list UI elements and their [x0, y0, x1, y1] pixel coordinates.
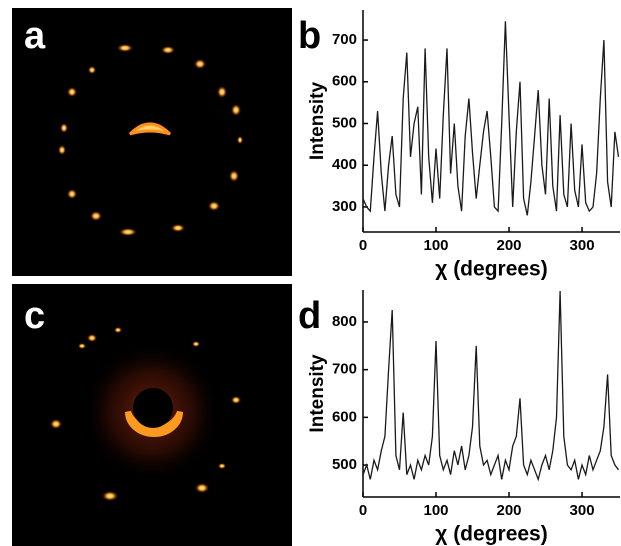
y-tick-label: 700 — [332, 361, 357, 378]
y-tick-label: 400 — [332, 156, 357, 173]
data-line — [362, 290, 620, 482]
panel-c-image — [12, 284, 292, 546]
data-line — [362, 21, 620, 216]
x-tick-label: 200 — [497, 237, 522, 254]
panel-letter: b — [298, 15, 321, 57]
y-tick-label: 600 — [332, 408, 357, 425]
y-axis-label: Intensity — [307, 82, 328, 161]
y-tick-label: 800 — [332, 313, 357, 330]
panel-letter: c — [24, 295, 45, 337]
panel-letter: a — [24, 15, 46, 57]
x-axis-label: χ (degrees) — [435, 258, 547, 281]
x-tick-label: 0 — [359, 237, 367, 254]
x-tick-label: 300 — [570, 237, 595, 254]
y-tick-label: 700 — [332, 31, 357, 48]
panel-letter: d — [298, 295, 321, 337]
y-axis-label: Intensity — [307, 354, 328, 433]
x-tick-label: 100 — [423, 237, 448, 254]
y-tick-label: 600 — [332, 73, 357, 90]
panel-a-image — [12, 8, 292, 276]
x-axis-label: χ (degrees) — [435, 523, 547, 546]
x-tick-label: 200 — [497, 502, 522, 519]
x-tick-label: 100 — [423, 502, 448, 519]
y-tick-label: 300 — [332, 198, 357, 215]
y-tick-label: 500 — [332, 456, 357, 473]
y-tick-label: 500 — [332, 114, 357, 131]
x-tick-label: 300 — [570, 502, 595, 519]
x-tick-label: 0 — [359, 502, 367, 519]
